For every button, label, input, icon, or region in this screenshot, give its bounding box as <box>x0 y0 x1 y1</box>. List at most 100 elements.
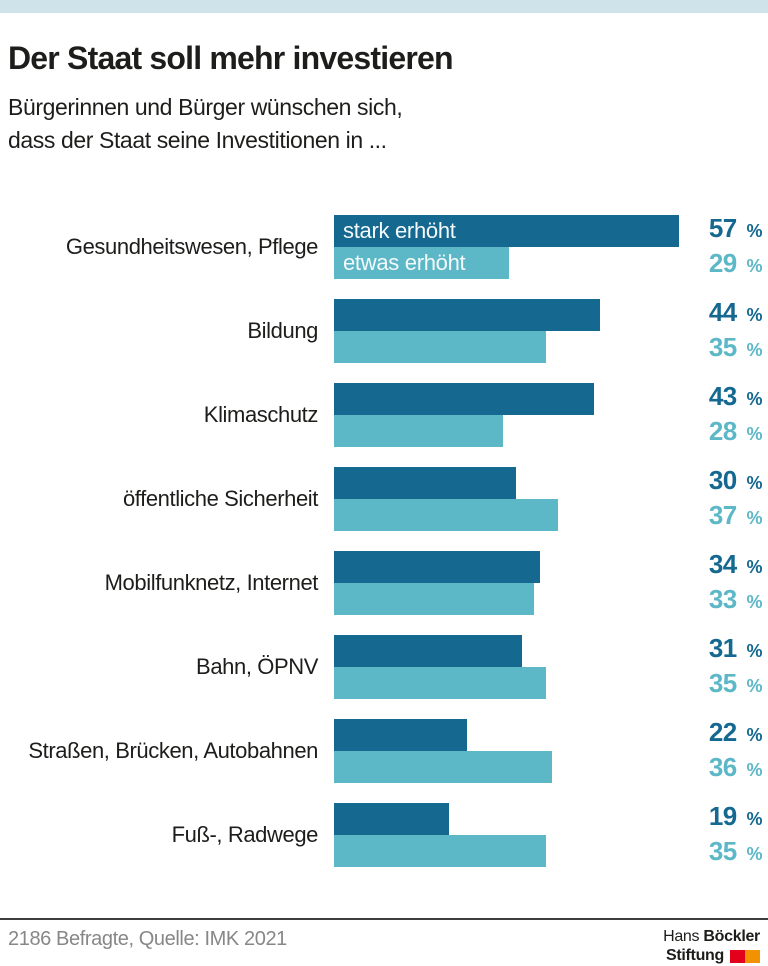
dark-bar <box>334 802 449 835</box>
dark-bar <box>334 298 600 331</box>
light-value-label: 35 % <box>708 331 763 362</box>
bar-pair <box>334 550 696 615</box>
light-value-label: 35 % <box>708 835 763 866</box>
subtitle-line-2: dass der Staat seine Investitionen in ..… <box>8 127 387 154</box>
light-value-label: 33 % <box>708 583 763 614</box>
percent-sign: % <box>746 255 762 276</box>
chart-footer: 2186 Befragte, Quelle: IMK 2021 Hans Böc… <box>0 918 768 966</box>
dark-bar <box>334 634 522 667</box>
bar-group: Bildung 44 % 35 % <box>0 296 768 366</box>
value-labels: 31 % 35 % <box>696 632 768 702</box>
light-bar <box>334 750 552 783</box>
dark-value-label: 31 % <box>708 632 763 663</box>
page-subtitle: Bürgerinnen und Bürger wünschen sich, da… <box>8 91 758 156</box>
value-labels: 19 % 35 % <box>696 800 768 870</box>
value-labels: 43 % 28 % <box>696 380 768 450</box>
percent-sign: % <box>746 220 762 241</box>
category-label: Gesundheitswesen, Pflege <box>65 233 319 259</box>
bar-pair <box>334 382 696 447</box>
light-bar: etwas erhöht <box>334 246 509 279</box>
category-label: Klimaschutz <box>203 401 319 427</box>
subtitle-line-1: Bürgerinnen und Bürger wünschen sich, <box>8 94 403 121</box>
light-value-label: 36 % <box>708 751 763 782</box>
dark-bar <box>334 550 540 583</box>
light-bar <box>334 330 546 363</box>
value-labels: 30 % 37 % <box>696 464 768 534</box>
value-labels: 22 % 36 % <box>696 716 768 786</box>
dark-bar: stark erhöht <box>334 214 679 247</box>
dark-value-label: 19 % <box>708 800 763 831</box>
bar-pair <box>334 718 696 783</box>
category-label: Mobilfunknetz, Internet <box>104 569 319 595</box>
dark-value-label: 22 % <box>708 716 763 747</box>
logo-line-1: Hans Böckler <box>663 928 760 947</box>
percent-sign: % <box>746 472 762 493</box>
hans-boeckler-stiftung-logo: Hans Böckler Stiftung <box>663 928 760 966</box>
light-value-label: 28 % <box>708 415 763 446</box>
logo-hans: Hans <box>663 928 700 945</box>
logo-stiftung: Stiftung <box>665 946 724 964</box>
value-labels: 44 % 35 % <box>696 296 768 366</box>
bar-group: Bahn, ÖPNV 31 % 35 % <box>0 632 768 702</box>
percent-sign: % <box>746 423 762 444</box>
dark-bar <box>334 718 467 751</box>
percent-sign: % <box>746 556 762 577</box>
value-labels: 34 % 33 % <box>696 548 768 618</box>
light-bar <box>334 414 503 447</box>
percent-sign: % <box>746 808 762 829</box>
page-title: Der Staat soll mehr investieren <box>8 40 454 76</box>
dark-value-label: 57 % <box>708 212 763 243</box>
bar-chart: Gesundheitswesen, Pflege stark erhöht etwa… <box>0 212 768 870</box>
bar-group: Fuß-, Radwege 19 % 35 % <box>0 800 768 870</box>
logo-line-2: Stiftung <box>663 947 760 966</box>
percent-sign: % <box>746 640 762 661</box>
dark-value-label: 30 % <box>708 464 763 495</box>
light-value-label: 35 % <box>708 667 763 698</box>
light-bar <box>334 582 534 615</box>
category-label: Fuß-, Radwege <box>171 821 319 847</box>
percent-sign: % <box>746 388 762 409</box>
legend-label-dark: stark erhöht <box>343 217 456 243</box>
category-label: öffentliche Sicherheit <box>122 485 318 511</box>
value-labels: 57 % 29 % <box>696 212 768 282</box>
dark-value-label: 34 % <box>708 548 763 579</box>
bar-pair <box>334 466 696 531</box>
percent-sign: % <box>746 759 762 780</box>
percent-sign: % <box>746 724 762 745</box>
dark-value-label: 44 % <box>708 296 763 327</box>
dark-bar <box>334 382 594 415</box>
chart-header: Der Staat soll mehr investieren Bürgerin… <box>0 13 768 157</box>
logo-orange-square <box>745 949 760 963</box>
source-note: 2186 Befragte, Quelle: IMK 2021 <box>8 928 287 950</box>
percent-sign: % <box>746 304 762 325</box>
category-label: Straßen, Brücken, Autobahnen <box>28 737 318 763</box>
percent-sign: % <box>746 675 762 696</box>
light-value-label: 37 % <box>708 499 763 530</box>
percent-sign: % <box>746 507 762 528</box>
bar-group: Straßen, Brücken, Autobahnen 22 % 36 % <box>0 716 768 786</box>
category-label: Bahn, ÖPNV <box>196 653 318 679</box>
dark-bar <box>334 466 516 499</box>
bar-pair <box>334 634 696 699</box>
legend-label-light: etwas erhöht <box>343 249 466 275</box>
light-bar <box>334 498 558 531</box>
bar-pair: stark erhöht etwas erhöht <box>334 214 696 279</box>
light-bar <box>334 666 546 699</box>
percent-sign: % <box>746 591 762 612</box>
bar-group: Klimaschutz 43 % 28 % <box>0 380 768 450</box>
light-bar <box>334 834 546 867</box>
category-label: Bildung <box>247 317 318 343</box>
bar-pair <box>334 298 696 363</box>
bar-pair <box>334 802 696 867</box>
bar-group: Mobilfunknetz, Internet 34 % 33 % <box>0 548 768 618</box>
top-accent-band <box>0 0 768 13</box>
bar-group: Gesundheitswesen, Pflege stark erhöht etwa… <box>0 212 768 282</box>
logo-red-square <box>730 949 745 963</box>
percent-sign: % <box>746 339 762 360</box>
logo-boeckler: Böckler <box>703 928 760 945</box>
dark-value-label: 43 % <box>708 380 763 411</box>
light-value-label: 29 % <box>708 247 763 278</box>
bar-group: öffentliche Sicherheit 30 % 37 % <box>0 464 768 534</box>
percent-sign: % <box>746 843 762 864</box>
